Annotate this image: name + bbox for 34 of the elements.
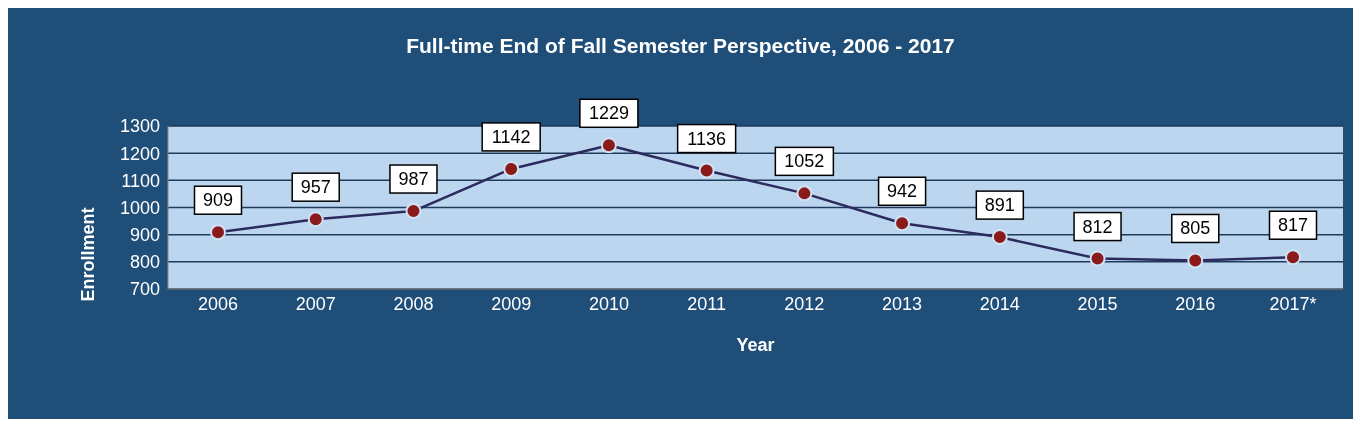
data-label: 1142 xyxy=(491,126,531,147)
y-tick-label: 1100 xyxy=(121,170,160,191)
x-tick-label: 2012 xyxy=(784,293,825,314)
y-tick-label: 700 xyxy=(129,279,160,300)
x-tick-label: 2010 xyxy=(588,293,629,314)
x-tick-label: 2006 xyxy=(197,293,239,314)
data-label: 942 xyxy=(887,181,918,202)
x-tick-label: 2017* xyxy=(1269,293,1317,314)
x-tick-label: 2011 xyxy=(687,293,726,314)
x-tick-label: 2009 xyxy=(491,293,532,314)
data-label: 1052 xyxy=(784,151,825,172)
data-label: 891 xyxy=(984,195,1015,216)
data-label: 957 xyxy=(300,177,331,198)
x-tick-label: 2013 xyxy=(882,293,923,314)
data-label: 805 xyxy=(1180,218,1211,239)
data-label: 812 xyxy=(1082,216,1113,237)
y-axis-title: Enrollment xyxy=(78,207,99,302)
x-tick-label: 2014 xyxy=(979,293,1020,314)
data-label: 1136 xyxy=(687,128,726,149)
chart-title: Full-time End of Fall Semester Perspective, 2006 - 2017 xyxy=(405,34,956,58)
data-label: 909 xyxy=(202,190,234,211)
y-tick-label: 1200 xyxy=(119,143,160,164)
data-label: 987 xyxy=(398,169,429,190)
data-label: 1229 xyxy=(588,103,629,124)
y-tick-label: 1000 xyxy=(119,197,160,218)
x-tick-label: 2015 xyxy=(1077,293,1118,314)
x-tick-label: 2008 xyxy=(393,293,434,314)
y-tick-label: 1300 xyxy=(119,116,160,137)
y-tick-label: 800 xyxy=(129,252,160,273)
x-axis-title: Year xyxy=(736,335,775,355)
data-label: 817 xyxy=(1277,215,1309,236)
y-tick-label: 900 xyxy=(129,225,160,246)
x-tick-label: 2007 xyxy=(295,293,336,314)
x-tick-label: 2016 xyxy=(1175,293,1216,314)
